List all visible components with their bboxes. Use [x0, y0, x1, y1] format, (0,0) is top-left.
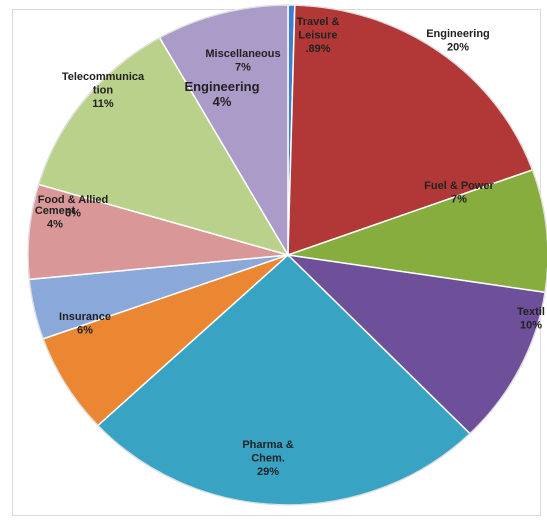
slice-label-miscellaneous: Miscellaneous 7%	[205, 48, 280, 74]
slice-label-textil: Textil 10%	[517, 306, 545, 332]
pie-slice-engineering	[287, 4, 534, 257]
slice-label-pharma-chem-: Pharma & Chem. 29%	[242, 439, 293, 478]
pie-outline	[27, 4, 547, 506]
pie-slice-telecommunication	[37, 36, 290, 257]
slice-label-food-allied: Food & Allied 6%	[38, 194, 108, 220]
slice-label-telecommunication: Telecommunica tion 11%	[62, 71, 145, 110]
slice-label-fuel-power: Fuel & Power 7%	[424, 180, 494, 206]
slice-label-travel-leisure: Travel & Leisure .89%	[297, 16, 340, 55]
pie-slice-textil	[285, 253, 546, 435]
slice-label-engineering: Engineering 4%	[184, 79, 259, 109]
slice-label-insurance: Insurance 6%	[59, 311, 111, 337]
slice-label-engineering: Engineering 20%	[426, 28, 490, 54]
pie-slice-miscellaneous	[158, 4, 289, 258]
slice-label-cement: Cement 4%	[35, 205, 76, 231]
pie-slice-pharma-chem-	[96, 253, 471, 506]
